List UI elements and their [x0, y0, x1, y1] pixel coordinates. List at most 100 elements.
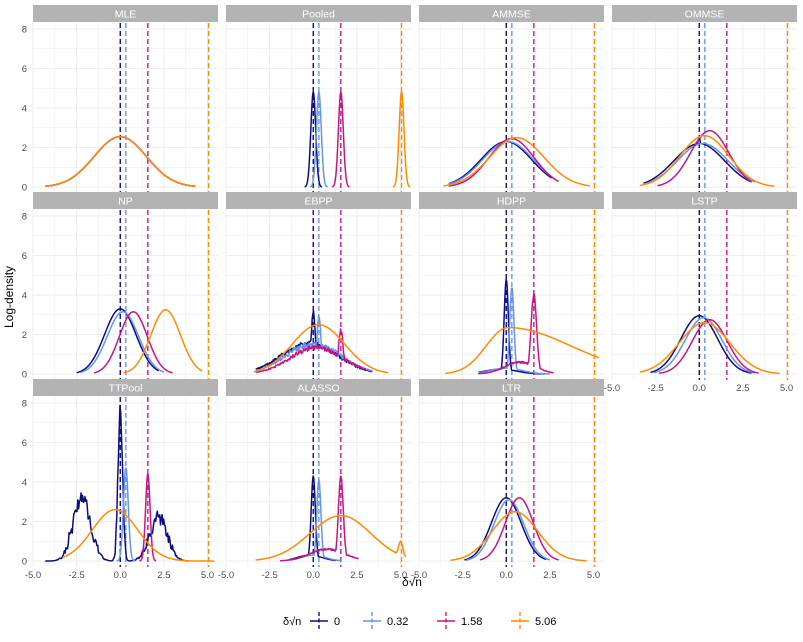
- panel-alasso: ALASSO: [225, 379, 411, 567]
- panel-title-lstp: LSTP: [691, 196, 717, 208]
- density-line-ebpp-0-32: [255, 315, 373, 372]
- density-line-np-0-32: [79, 311, 165, 374]
- density-line-lstp-0: [650, 315, 752, 374]
- x-tick-label: -5.0: [25, 570, 41, 581]
- density-line-pooled-0-32: [309, 91, 329, 188]
- density-line-ebpp-5-06: [253, 323, 389, 374]
- legend-label: 0: [334, 616, 340, 628]
- legend-items: 0 0.32 1.58 5.06: [310, 612, 556, 630]
- panel-title-hdpp: HDPP: [497, 196, 526, 208]
- density-line-lstp-5-06: [639, 321, 780, 375]
- panel-strip-hdpp: [419, 192, 604, 209]
- panel-strip-ltr: [419, 379, 604, 396]
- x-axis-title: δ√n: [402, 575, 422, 589]
- legend-title: δ√n: [283, 616, 301, 628]
- x-tick-label: 5.0: [201, 570, 214, 581]
- x-tick-label: 0.0: [307, 570, 320, 581]
- density-line-ltr-5-06: [450, 510, 587, 562]
- panel-title-ommse: OMMSE: [685, 9, 725, 21]
- density-line-alasso-1-58: [279, 475, 359, 562]
- y-tick-label: 4: [22, 291, 27, 302]
- panel-title-ltr: LTR: [502, 383, 521, 395]
- y-tick-label: 8: [22, 211, 27, 222]
- panel-ommse: OMMSE: [611, 5, 797, 193]
- density-line-mle-5-06: [45, 135, 196, 187]
- density-line-np-0: [76, 308, 160, 374]
- density-line-np-5-06: [123, 309, 203, 374]
- panel-strip-ammse: [419, 5, 604, 22]
- x-tick-label: -2.5: [68, 570, 84, 581]
- x-tick-label: 2.5: [157, 570, 170, 581]
- density-line-pooled-5-06: [392, 91, 411, 188]
- panel-strip-mle: [33, 5, 218, 22]
- density-line-ltr-0: [464, 497, 547, 561]
- density-line-np-1-58: [93, 311, 173, 374]
- x-tick-label: 2.5: [350, 570, 363, 581]
- panel-title-ebpp: EBPP: [304, 196, 332, 208]
- density-line-ttpool-5-06: [62, 508, 215, 562]
- density-line-alasso-0: [288, 475, 337, 562]
- y-tick-label: 4: [22, 478, 27, 489]
- x-tick-label: -2.5: [454, 570, 470, 581]
- panels-layer: MLE Pooled AMMSE OMMSE NP EBPP HDPP LSTP TTPool A…: [32, 5, 797, 567]
- density-line-ommse-0: [643, 135, 752, 184]
- panel-strip-lstp: [612, 192, 797, 209]
- panel-pooled: Pooled: [225, 5, 411, 193]
- y-tick-label: 0: [22, 370, 27, 381]
- density-line-ammse-1-58: [448, 137, 559, 187]
- panel-hdpp: HDPP: [418, 192, 604, 380]
- density-line-ebpp-1-58: [255, 328, 366, 373]
- legend-entry-0-32: 0.32: [363, 612, 408, 630]
- panel-lstp: LSTP: [611, 192, 797, 380]
- panel-ttpool: TTPool: [32, 379, 218, 567]
- density-line-ammse-5-06: [443, 136, 591, 187]
- density-line-alasso-0-32: [290, 479, 342, 562]
- panel-title-np: NP: [118, 196, 133, 208]
- x-tick-label: 5.0: [587, 570, 600, 581]
- legend-entry-0: 0: [310, 612, 340, 630]
- panel-strip-ommse: [612, 5, 797, 22]
- density-line-ltr-0-32: [465, 499, 551, 561]
- legend-entry-5-06: 5.06: [511, 612, 556, 630]
- density-line-hdpp-5-06: [445, 326, 600, 375]
- y-tick-label: 8: [22, 398, 27, 409]
- x-tick-label: -5.0: [218, 570, 234, 581]
- x-tick-label: 0.0: [500, 570, 513, 581]
- density-line-alasso-5-06: [255, 514, 407, 561]
- x-tick-label: 2.5: [736, 383, 749, 394]
- legend-label: 5.06: [535, 616, 556, 628]
- y-tick-label: 2: [22, 330, 27, 341]
- panel-strip-ttpool: [33, 379, 218, 396]
- panel-title-mle: MLE: [115, 9, 137, 21]
- legend-entry-1-58: 1.58: [437, 612, 482, 630]
- panel-title-ammse: AMMSE: [492, 9, 531, 21]
- y-tick-label: 4: [22, 104, 27, 115]
- density-line-ommse-5-06: [639, 134, 775, 187]
- panel-ammse: AMMSE: [418, 5, 604, 193]
- panel-title-pooled: Pooled: [302, 9, 335, 21]
- x-tick-label: -5.0: [411, 570, 427, 581]
- y-tick-label: 0: [22, 557, 27, 568]
- panel-strip-np: [33, 192, 218, 209]
- density-line-lstp-0-32: [653, 316, 756, 374]
- density-line-pooled-0: [303, 91, 323, 188]
- y-tick-label: 2: [22, 517, 27, 528]
- panel-np: NP: [32, 192, 218, 380]
- density-line-lstp-1-58: [659, 318, 759, 375]
- y-tick-label: 0: [22, 183, 27, 194]
- x-tick-label: 0.0: [693, 383, 706, 394]
- x-tick-label: -2.5: [261, 570, 277, 581]
- panel-title-alasso: ALASSO: [297, 383, 339, 395]
- panel-mle: MLE: [32, 5, 218, 193]
- y-tick-label: 6: [22, 64, 27, 75]
- panel-ebpp: EBPP: [225, 192, 411, 380]
- x-tick-label: 5.0: [394, 570, 407, 581]
- x-tick-label: 0.0: [114, 570, 127, 581]
- panel-strip-ebpp: [226, 192, 411, 209]
- x-tick-label: 2.5: [543, 570, 556, 581]
- x-tick-label: -2.5: [647, 383, 663, 394]
- axes-layer: 0 2 4 6 8 0 2 4 6 8 0 2 4 6 8 -5.0 -2.5 0.0 2.5 5.0 -5.0 -2.5…: [22, 24, 793, 581]
- density-line-ttpool-1-58: [138, 473, 157, 562]
- density-line-ttpool-0: [45, 404, 189, 562]
